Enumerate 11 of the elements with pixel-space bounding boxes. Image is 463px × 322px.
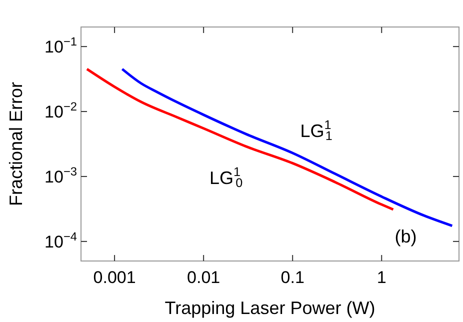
x-tick-label: 1 bbox=[376, 268, 386, 287]
y-axis-title: Fractional Error bbox=[6, 82, 26, 206]
y-tick-label: 10$^{−4}$ bbox=[44, 229, 78, 252]
x-axis-title: Trapping Laser Power (W) bbox=[164, 298, 376, 318]
annotation: (b) bbox=[394, 226, 417, 246]
y-tick-label: 10$^{−3}$ bbox=[44, 164, 78, 186]
x-tick-label: 0.01 bbox=[187, 268, 220, 287]
y-tick-label: 10$^{−1}$ bbox=[44, 34, 78, 57]
x-tick-label: 0.1 bbox=[280, 268, 304, 287]
x-tick-label: 0.001 bbox=[93, 268, 136, 287]
y-tick-label: 10$^{−2}$ bbox=[44, 99, 78, 122]
